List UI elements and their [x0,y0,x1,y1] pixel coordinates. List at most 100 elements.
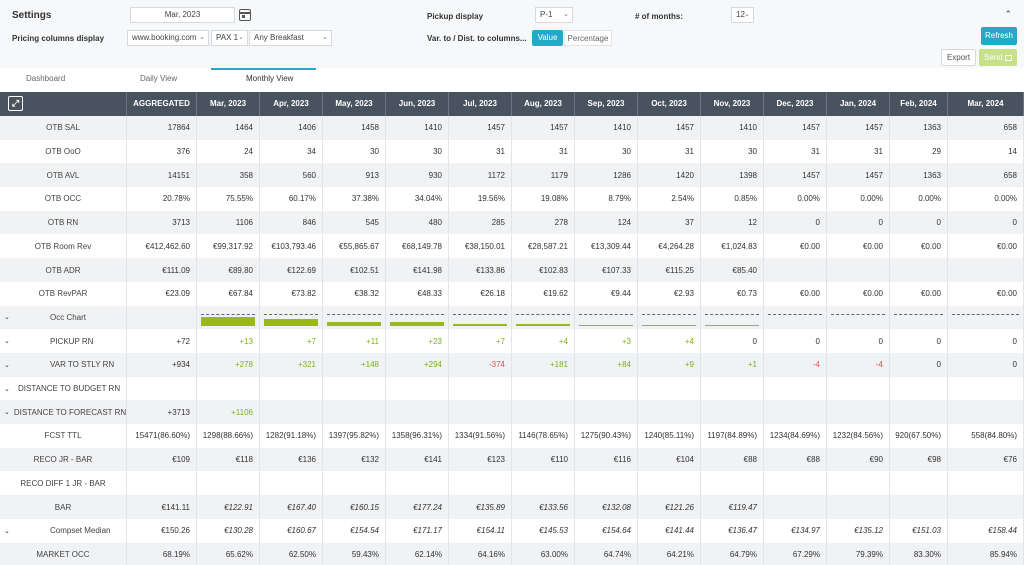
column-header: Mar, 2024 [948,92,1024,116]
pricing-columns-label: Pricing columns display [12,34,105,43]
settings-panel: Settings Mar, 2023 Pricing columns displ… [0,0,1024,68]
cell-value: 15471(86.60%) [135,431,190,441]
table-cell [260,400,323,425]
pickup-select[interactable]: P-1 ⌄ [535,7,573,23]
cell-value: 30 [370,147,379,157]
chevron-down-icon[interactable]: ⌄ [4,409,10,417]
cell-value: 31 [685,147,694,157]
months-select[interactable]: 12 ⌄ [731,7,754,23]
table-cell: €171.17 [386,518,449,543]
table-cell [449,400,512,425]
calendar-icon[interactable] [239,9,251,21]
row-label[interactable]: ⌄ PICKUP RN [0,329,127,353]
table-cell: €0.00 [827,281,890,306]
refresh-button[interactable]: Refresh [981,27,1017,45]
occ-capacity-line [453,314,507,316]
table-cell [890,305,948,330]
cell-value: 1240(85.11%) [644,431,694,441]
cell-value: €136 [298,455,316,465]
table-cell [260,305,323,330]
chevron-down-icon[interactable]: ⌄ [4,385,10,393]
tab-monthly-view[interactable]: Monthly View [246,74,294,83]
cell-value: 1282(91.18%) [265,431,316,441]
value-toggle-button[interactable]: Value [532,30,563,46]
table-row: ⌄ DISTANCE TO FORECAST RN +3713 +1106 [0,400,1024,425]
cell-value: +934 [171,360,190,370]
table-cell: +9 [638,353,701,377]
table-cell [512,305,575,330]
table-cell: €167.40 [260,495,323,519]
table-cell: 0 [948,210,1024,235]
table-cell [764,471,827,496]
cell-value: 560 [302,170,316,180]
table-cell: €122.69 [260,258,323,282]
occ-capacity-line [768,314,822,316]
row-label[interactable]: ⌄ DISTANCE TO BUDGET RN [0,376,127,401]
table-cell: 846 [260,210,323,235]
row-label[interactable]: ⌄ VAR TO STLY RN [0,353,127,377]
var-dist-label: Var. to / Dist. to columns... [427,34,527,43]
chevron-up-icon[interactable]: ⌃ [1004,9,1012,19]
cell-value: 0 [1012,218,1017,228]
cell-value: €0.00 [799,289,820,299]
pricing-pax-select[interactable]: PAX 1 ⌄ [211,30,248,46]
row-label[interactable]: ⌄ DISTANCE TO FORECAST RN [0,400,127,425]
table-cell: 376 [127,139,197,164]
chevron-down-icon: ⌄ [322,34,328,41]
cell-value: +3 [621,336,631,346]
send-button[interactable]: Send [979,49,1017,66]
table-cell: 0 [890,353,948,377]
cell-value: 0 [1012,336,1017,346]
date-picker-field[interactable]: Mar, 2023 [130,7,235,23]
table-cell: +84 [575,353,638,377]
row-label[interactable]: ⌄ Occ Chart [0,305,127,330]
chevron-down-icon[interactable]: ⌄ [4,527,10,535]
table-cell [948,258,1024,282]
expand-icon[interactable]: ⤢ [8,96,23,111]
cell-value: €0.00 [920,289,941,299]
cell-value: 913 [365,170,379,180]
pricing-source-select[interactable]: www.booking.com ⌄ [127,30,209,46]
chevron-down-icon: ⌄ [238,34,244,41]
table-cell: +13 [197,329,260,353]
cell-value: 34.04% [414,194,442,204]
table-cell: €132.08 [575,495,638,519]
table-cell: €0.00 [890,234,948,259]
cell-value: +181 [549,360,568,370]
cell-value: €0.00 [920,241,941,251]
row-label-text: VAR TO STLY RN [50,360,115,370]
table-row: OTB RN 3713 1106 846 545 480 285 278 124 37 12 0 0 0 0 [0,210,1024,235]
table-cell: 658 [948,163,1024,188]
tab-dashboard[interactable]: Dashboard [26,74,66,83]
cell-value: €102.83 [539,265,568,275]
export-button[interactable]: Export [941,49,976,66]
chevron-down-icon[interactable]: ⌄ [4,338,10,346]
table-cell [127,471,197,496]
table-cell: €134.97 [764,518,827,543]
table-cell: 19.56% [449,187,512,211]
row-label: OTB RN [0,210,127,235]
table-cell: +72 [127,329,197,353]
occ-chart-cell [768,312,822,326]
row-label[interactable]: ⌄ Compset Median [0,518,127,543]
pricing-board-select[interactable]: Any Breakfast ⌄ [249,30,332,46]
table-cell: 0 [890,210,948,235]
cell-value: +4 [684,336,694,346]
chevron-down-icon[interactable]: ⌄ [4,314,10,322]
table-cell: 31 [512,139,575,164]
row-label: OTB AVL [0,163,127,188]
table-cell [197,376,260,401]
tab-daily-view[interactable]: Daily View [140,74,178,83]
cell-value: €0.00 [996,289,1017,299]
table-cell: €118 [197,447,260,472]
occ-chart-cell [201,312,255,327]
row-label-text: Compset Median [50,526,111,536]
cell-value: 480 [428,218,442,228]
occ-chart-cell [705,312,759,327]
chevron-down-icon[interactable]: ⌄ [4,361,10,369]
column-header: Oct, 2023 [638,92,701,116]
table-cell: €85.40 [701,258,764,282]
occ-capacity-line [894,314,943,316]
cell-value: +9 [684,360,694,370]
percentage-toggle-button[interactable]: Percentage [564,30,612,46]
